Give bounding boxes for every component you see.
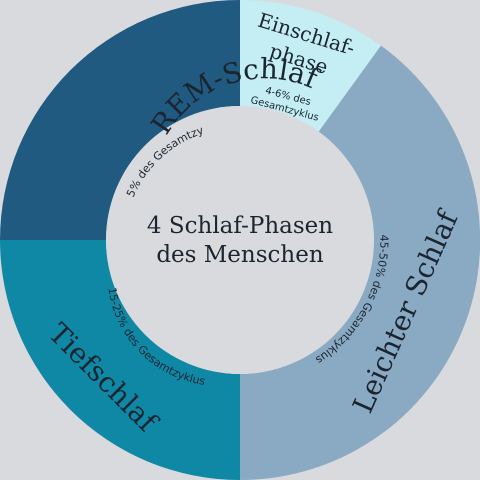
segment-einschlafphase: [240, 0, 381, 132]
segment-leichter-schlaf: [240, 45, 480, 480]
center-title-line2: des Menschen: [156, 242, 324, 268]
center-title-line1: 4 Schlaf-Phasen: [147, 213, 333, 239]
center-disc: [106, 106, 374, 374]
segment-tiefschlaf: [0, 240, 240, 480]
segment-rem-schlaf: [0, 0, 240, 240]
